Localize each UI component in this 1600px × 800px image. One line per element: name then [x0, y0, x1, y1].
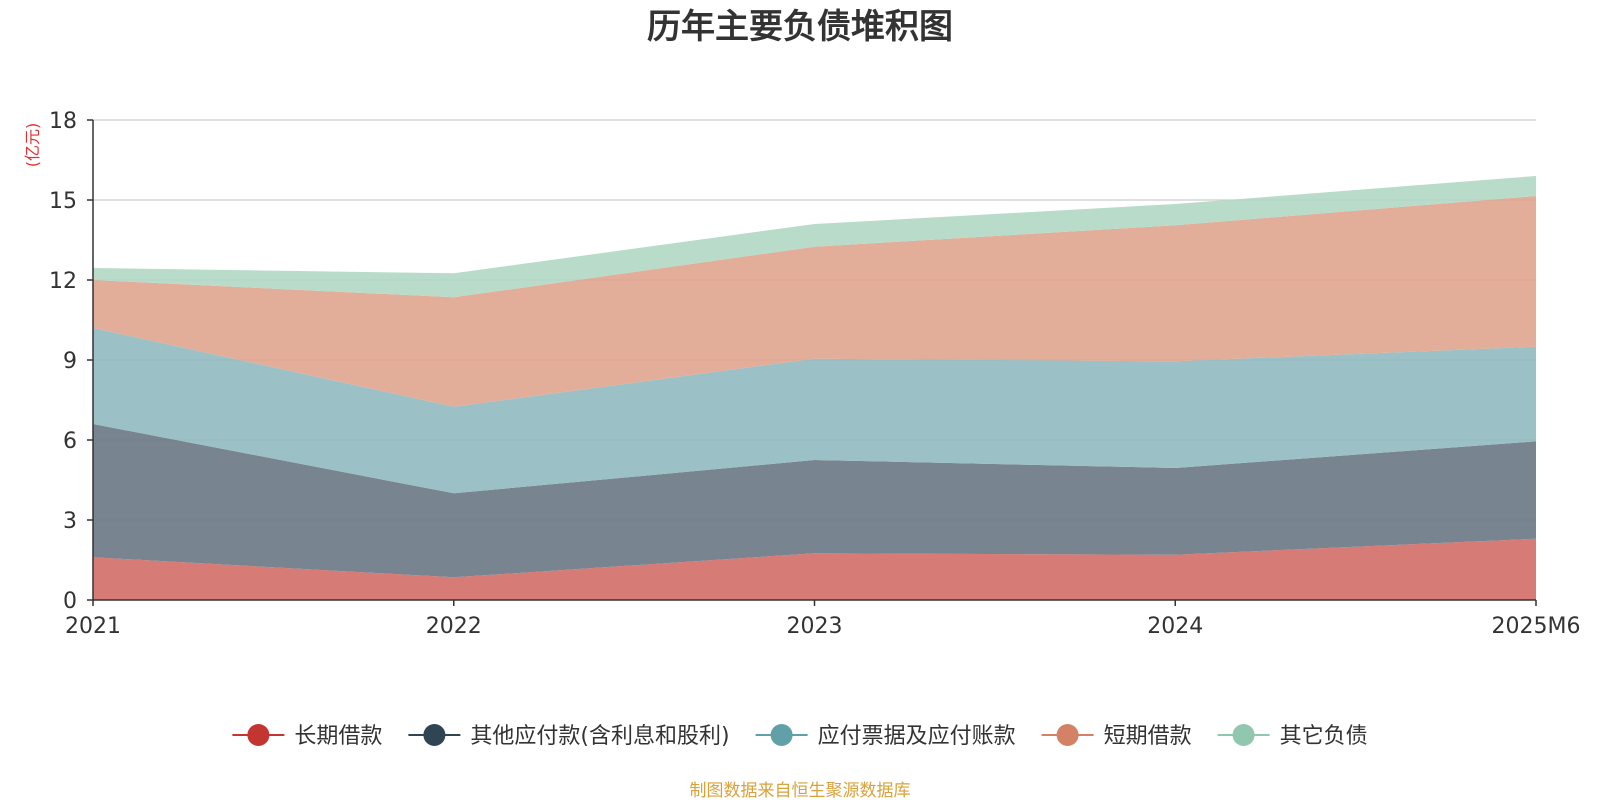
- legend-item-3[interactable]: 应付票据及应付账款: [755, 724, 1016, 749]
- x-tick-label-2024: 2024: [1147, 614, 1203, 639]
- legend-marker: [1056, 724, 1079, 746]
- legend-label: 短期借款: [1104, 724, 1192, 749]
- x-tick-label-2022: 2022: [426, 614, 482, 639]
- area-series-3: [93, 328, 1536, 494]
- area-series: [93, 176, 1536, 600]
- y-tick-label-0: 0: [63, 589, 77, 614]
- legend-marker: [770, 724, 793, 746]
- area-series-1: [93, 538, 1536, 600]
- y-axis-unit-label: (亿元): [23, 123, 42, 168]
- y-tick-label-6: 6: [63, 429, 77, 454]
- legend-item-2[interactable]: 其他应付款(含利息和股利): [408, 724, 730, 749]
- area-series-2: [93, 424, 1536, 578]
- area-series-5: [93, 176, 1536, 298]
- chart-title: 历年主要负债堆积图: [647, 7, 953, 47]
- data-source-note: 制图数据来自恒生聚源数据库: [690, 781, 911, 800]
- area-series-4: [93, 196, 1536, 407]
- y-tick-label-9: 9: [63, 349, 77, 374]
- legend-label: 长期借款: [294, 724, 382, 749]
- legend-marker: [1232, 724, 1255, 746]
- legend-item-4[interactable]: 短期借款: [1041, 724, 1192, 749]
- axes: 0 3 6 9 12 15 18 2021 2022 2023 2024 2025M6: [49, 109, 1580, 639]
- y-tick-label-18: 18: [49, 109, 77, 134]
- y-tick-label-3: 3: [63, 509, 77, 534]
- legend-label: 其他应付款(含利息和股利): [470, 724, 729, 749]
- x-tick-label-2023: 2023: [787, 614, 843, 639]
- x-tick-label-2025M6: 2025M6: [1492, 614, 1581, 639]
- legend-label: 应付票据及应付账款: [818, 724, 1016, 749]
- y-tick-label-12: 12: [49, 269, 77, 294]
- legend-item-1[interactable]: 长期借款: [232, 724, 382, 749]
- x-tick-label-2021: 2021: [65, 614, 121, 639]
- legend-marker: [423, 724, 446, 746]
- legend[interactable]: 长期借款 其他应付款(含利息和股利) 应付票据及应付账款 短期借款 其它负债: [232, 724, 1368, 749]
- legend-item-5[interactable]: 其它负债: [1217, 724, 1368, 749]
- legend-marker: [247, 724, 270, 746]
- y-tick-label-15: 15: [49, 189, 77, 214]
- legend-label: 其它负债: [1280, 724, 1368, 749]
